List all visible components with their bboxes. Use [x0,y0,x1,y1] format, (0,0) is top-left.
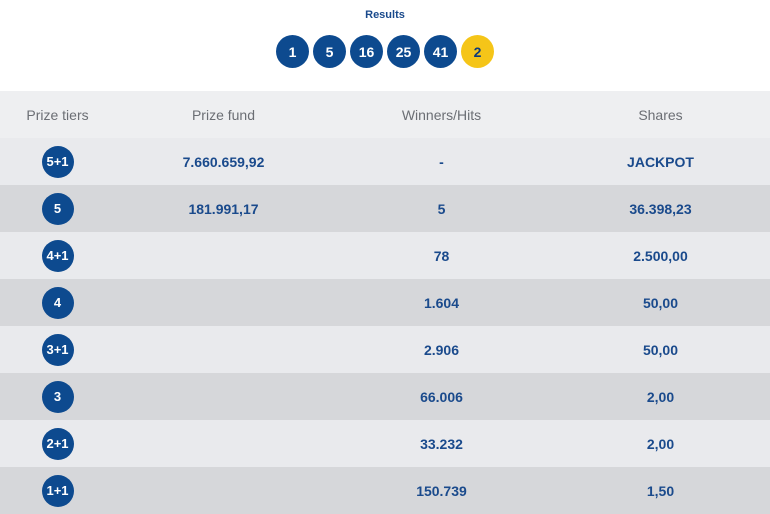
prize-fund-cell: 7.660.659,92 [115,138,332,185]
header-prize-tiers: Prize tiers [0,91,115,138]
table-row: 4 1.604 50,00 [0,279,770,326]
tier-badge: 3 [41,380,74,413]
shares-cell: JACKPOT [551,138,770,185]
winners-cell: 78 [332,232,551,279]
tier-badge: 5 [41,192,74,225]
results-balls: 1 5 16 25 41 2 [0,35,770,68]
table-row: 3 66.006 2,00 [0,373,770,420]
tier-badge: 4+1 [41,239,74,272]
table-row: 5+1 7.660.659,92 - JACKPOT [0,138,770,185]
shares-cell: 50,00 [551,326,770,373]
results-header: Results 1 5 16 25 41 2 [0,0,770,91]
winners-cell: 1.604 [332,279,551,326]
result-ball: 41 [424,35,457,68]
table-row: 3+1 2.906 50,00 [0,326,770,373]
tier-badge: 3+1 [41,333,74,366]
winners-cell: 33.232 [332,420,551,467]
table-row: 4+1 78 2.500,00 [0,232,770,279]
header-prize-fund: Prize fund [115,91,332,138]
winners-cell: 66.006 [332,373,551,420]
shares-cell: 50,00 [551,279,770,326]
results-title: Results [365,9,405,21]
winners-cell: - [332,138,551,185]
prize-fund-cell: 181.991,17 [115,185,332,232]
result-ball: 1 [276,35,309,68]
tier-badge: 5+1 [41,145,74,178]
header-shares: Shares [551,91,770,138]
shares-cell: 2,00 [551,420,770,467]
table-row: 5 181.991,17 5 36.398,23 [0,185,770,232]
result-ball: 25 [387,35,420,68]
shares-cell: 36.398,23 [551,185,770,232]
star-ball: 2 [461,35,494,68]
winners-cell: 2.906 [332,326,551,373]
header-winners-hits: Winners/Hits [332,91,551,138]
prize-fund-cell [115,420,332,467]
winners-cell: 150.739 [332,467,551,514]
table-row: 1+1 150.739 1,50 [0,467,770,514]
tier-badge: 4 [41,286,74,319]
result-ball: 16 [350,35,383,68]
prize-fund-cell [115,326,332,373]
shares-cell: 2,00 [551,373,770,420]
table-row: 2+1 33.232 2,00 [0,420,770,467]
table-header-row: Prize tiers Prize fund Winners/Hits Shar… [0,91,770,138]
prize-fund-cell [115,232,332,279]
shares-cell: 1,50 [551,467,770,514]
prize-fund-cell [115,279,332,326]
result-ball: 5 [313,35,346,68]
prize-table: Prize tiers Prize fund Winners/Hits Shar… [0,91,770,514]
prize-fund-cell [115,467,332,514]
shares-cell: 2.500,00 [551,232,770,279]
prize-fund-cell [115,373,332,420]
tier-badge: 2+1 [41,427,74,460]
winners-cell: 5 [332,185,551,232]
tier-badge: 1+1 [41,474,74,507]
